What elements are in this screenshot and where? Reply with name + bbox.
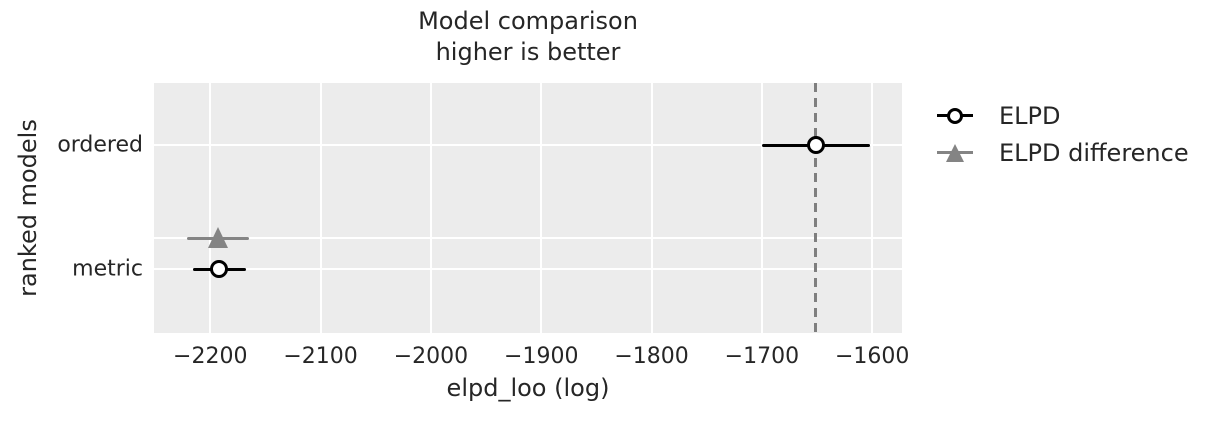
elpd-marker-ordered <box>806 136 825 154</box>
y-gridline <box>154 237 902 239</box>
chart-title: Model comparison higher is better <box>154 6 902 68</box>
x-tick-label: −1700 <box>724 344 800 369</box>
x-gridline <box>540 83 543 333</box>
y-gridline <box>154 144 902 146</box>
x-axis-label: elpd_loo (log) <box>446 374 610 402</box>
x-gridline <box>871 83 874 333</box>
x-gridline <box>319 83 322 333</box>
errorbar-circle-icon <box>937 97 973 134</box>
legend-label-elpd-difference: ELPD difference <box>999 138 1189 167</box>
legend-item-elpd-difference: ELPD difference <box>933 134 1189 171</box>
chart-title-line1: Model comparison <box>418 7 638 35</box>
y-tick-label-metric: metric <box>72 256 143 282</box>
legend-marker-triangle <box>946 143 964 162</box>
x-gridline <box>760 83 763 333</box>
x-tick-label: −1900 <box>504 344 579 369</box>
x-tick-label: −1600 <box>834 344 910 369</box>
legend-label-elpd: ELPD <box>999 101 1061 130</box>
x-tick-label: −2200 <box>173 344 248 369</box>
x-tick-label: −2100 <box>283 344 358 369</box>
plot-area <box>154 83 902 333</box>
chart-title-line2: higher is better <box>435 38 621 66</box>
y-gridline <box>154 268 902 270</box>
x-tick-label: −1800 <box>614 344 689 369</box>
x-gridline <box>209 83 212 333</box>
y-tick-label-ordered: ordered <box>57 132 143 158</box>
errorbar-triangle-icon <box>937 134 973 171</box>
legend: ELPD ELPD difference <box>933 97 1189 171</box>
elpd-difference-marker-metric <box>207 227 228 248</box>
x-gridline <box>429 83 432 333</box>
best-model-vline <box>814 83 818 333</box>
x-gridline <box>650 83 653 333</box>
legend-marker-circle <box>947 107 963 124</box>
legend-item-elpd: ELPD <box>933 97 1189 134</box>
x-tick-label: −2000 <box>393 344 469 369</box>
elpd-marker-metric <box>210 260 229 278</box>
